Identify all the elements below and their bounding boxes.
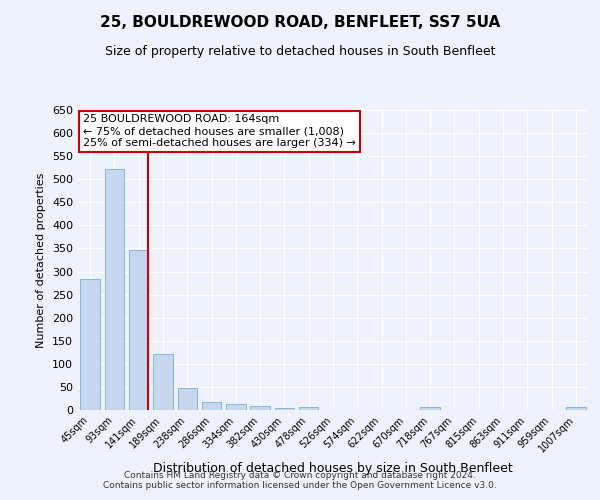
X-axis label: Distribution of detached houses by size in South Benfleet: Distribution of detached houses by size … <box>153 462 513 475</box>
Text: 25, BOULDREWOOD ROAD, BENFLEET, SS7 5UA: 25, BOULDREWOOD ROAD, BENFLEET, SS7 5UA <box>100 15 500 30</box>
Bar <box>105 168 124 410</box>
Bar <box>421 407 440 410</box>
Bar <box>275 408 294 410</box>
Bar <box>129 250 148 410</box>
Bar <box>299 407 319 410</box>
Text: Contains HM Land Registry data © Crown copyright and database right 2024.
Contai: Contains HM Land Registry data © Crown c… <box>103 470 497 490</box>
Text: 25 BOULDREWOOD ROAD: 164sqm
← 75% of detached houses are smaller (1,008)
25% of : 25 BOULDREWOOD ROAD: 164sqm ← 75% of det… <box>83 114 356 148</box>
Bar <box>153 354 173 410</box>
Text: Size of property relative to detached houses in South Benfleet: Size of property relative to detached ho… <box>105 45 495 58</box>
Y-axis label: Number of detached properties: Number of detached properties <box>37 172 46 348</box>
Bar <box>178 388 197 410</box>
Bar <box>226 404 245 410</box>
Bar <box>250 406 270 410</box>
Bar <box>566 407 586 410</box>
Bar <box>80 280 100 410</box>
Bar <box>202 402 221 410</box>
